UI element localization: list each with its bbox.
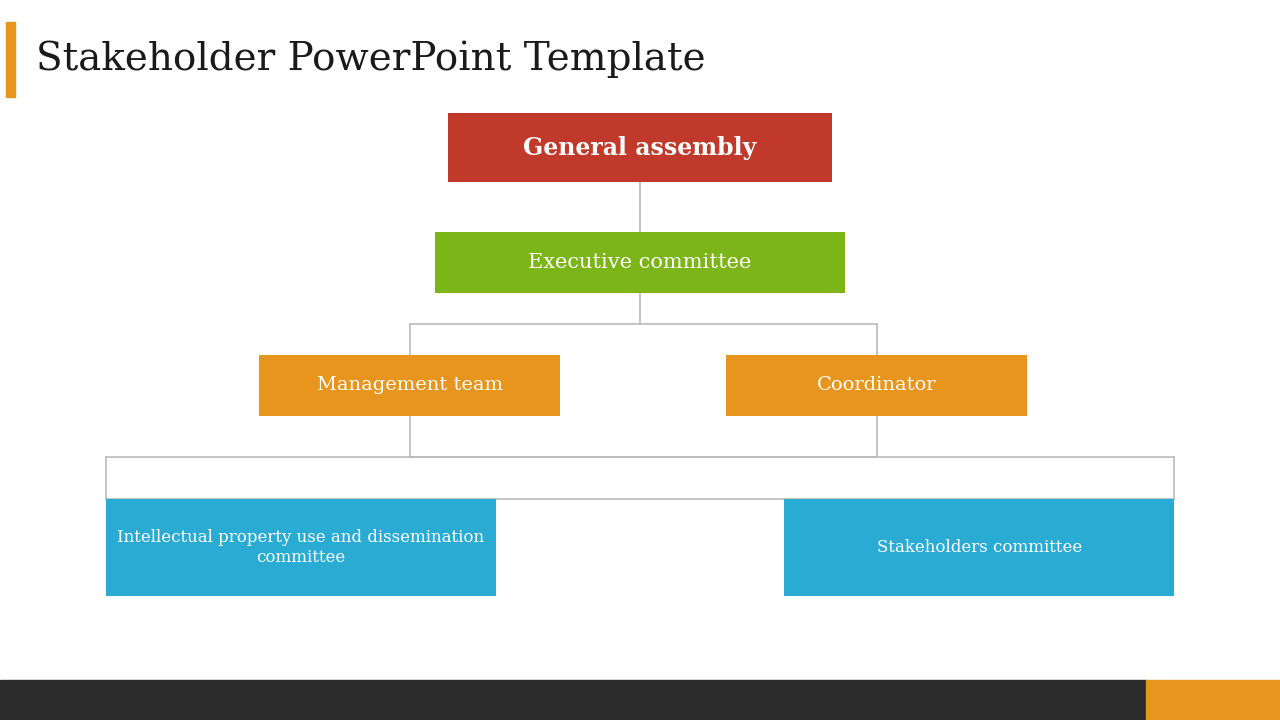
Bar — [6, 22, 15, 97]
FancyBboxPatch shape — [783, 499, 1175, 596]
FancyBboxPatch shape — [105, 499, 495, 596]
Text: Coordinator: Coordinator — [817, 376, 937, 395]
FancyBboxPatch shape — [727, 355, 1028, 416]
Text: Intellectual property use and dissemination
committee: Intellectual property use and disseminat… — [118, 529, 484, 565]
Text: Management team: Management team — [316, 376, 503, 395]
FancyBboxPatch shape — [435, 233, 845, 294]
Text: General assembly: General assembly — [524, 135, 756, 160]
FancyBboxPatch shape — [448, 114, 832, 182]
Text: Stakeholder PowerPoint Template: Stakeholder PowerPoint Template — [36, 40, 705, 78]
FancyBboxPatch shape — [259, 355, 559, 416]
Text: Stakeholders committee: Stakeholders committee — [877, 539, 1082, 556]
Text: Executive committee: Executive committee — [529, 253, 751, 272]
Bar — [0, 680, 1146, 720]
Bar — [1146, 680, 1280, 720]
